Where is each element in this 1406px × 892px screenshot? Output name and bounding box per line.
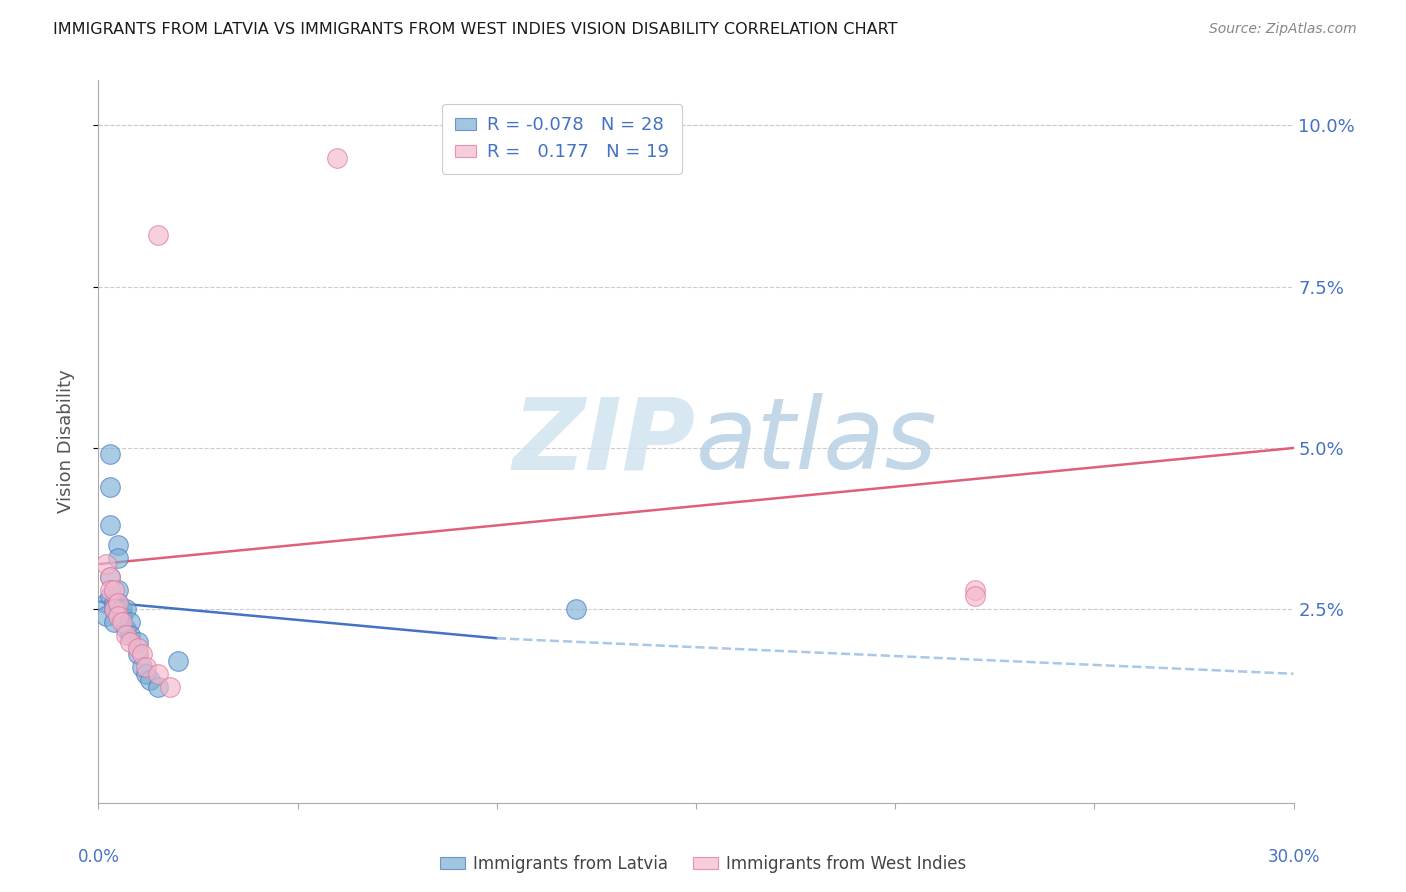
Point — [107, 582, 129, 597]
Point — [98, 590, 122, 604]
Point — [98, 518, 122, 533]
Point — [148, 680, 170, 694]
Point — [131, 660, 153, 674]
Point — [127, 640, 149, 655]
Point — [120, 634, 142, 648]
Point — [107, 608, 129, 623]
Point — [120, 615, 142, 630]
Point — [148, 228, 170, 243]
Point — [326, 151, 349, 165]
Point — [127, 634, 149, 648]
Point — [96, 557, 118, 571]
Point — [103, 596, 125, 610]
Point — [120, 628, 142, 642]
Point — [103, 602, 125, 616]
Point — [103, 582, 125, 597]
Point — [98, 447, 122, 461]
Point — [107, 538, 129, 552]
Legend: R = -0.078   N = 28, R =   0.177   N = 19: R = -0.078 N = 28, R = 0.177 N = 19 — [441, 103, 682, 174]
Point — [111, 608, 134, 623]
Point — [159, 680, 181, 694]
Point — [98, 480, 122, 494]
Point — [103, 602, 125, 616]
Text: atlas: atlas — [696, 393, 938, 490]
Point — [131, 648, 153, 662]
Legend: Immigrants from Latvia, Immigrants from West Indies: Immigrants from Latvia, Immigrants from … — [433, 848, 973, 880]
Point — [115, 602, 138, 616]
Point — [127, 648, 149, 662]
Point — [98, 570, 122, 584]
Point — [139, 673, 162, 688]
Point — [963, 590, 986, 604]
Point — [115, 628, 138, 642]
Text: 0.0%: 0.0% — [77, 848, 120, 866]
Point — [96, 596, 118, 610]
Point — [107, 596, 129, 610]
Point — [111, 602, 134, 616]
Point — [103, 615, 125, 630]
Point — [107, 596, 129, 610]
Point — [107, 550, 129, 565]
Text: Source: ZipAtlas.com: Source: ZipAtlas.com — [1209, 22, 1357, 37]
Point — [148, 666, 170, 681]
Text: IMMIGRANTS FROM LATVIA VS IMMIGRANTS FROM WEST INDIES VISION DISABILITY CORRELAT: IMMIGRANTS FROM LATVIA VS IMMIGRANTS FRO… — [53, 22, 898, 37]
Point — [167, 654, 190, 668]
Point — [98, 582, 122, 597]
Text: 30.0%: 30.0% — [1267, 848, 1320, 866]
Point — [135, 660, 157, 674]
Text: ZIP: ZIP — [513, 393, 696, 490]
Point — [565, 602, 588, 616]
Point — [111, 615, 134, 630]
Point — [963, 582, 986, 597]
Point — [135, 666, 157, 681]
Point — [96, 608, 118, 623]
Point — [115, 622, 138, 636]
Point — [98, 570, 122, 584]
Y-axis label: Vision Disability: Vision Disability — [56, 369, 75, 514]
